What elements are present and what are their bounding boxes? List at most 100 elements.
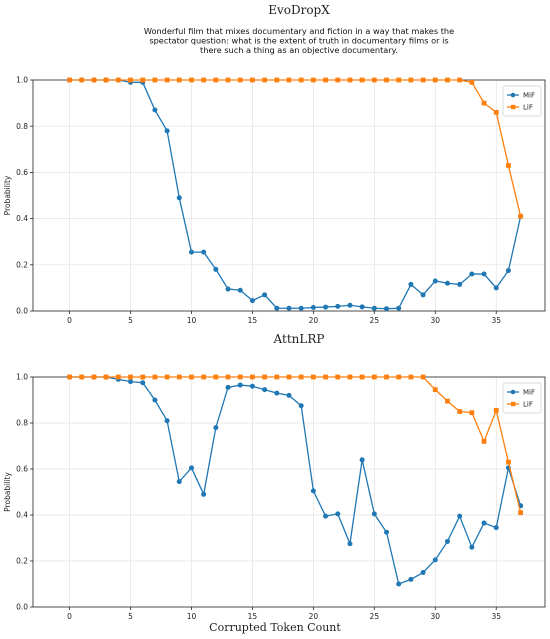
data-point-lif bbox=[152, 374, 158, 380]
data-point-lif bbox=[201, 77, 207, 83]
data-point-lif bbox=[432, 387, 438, 393]
data-point-lif bbox=[518, 510, 524, 516]
data-point-lif bbox=[432, 77, 438, 83]
data-point-lif bbox=[140, 77, 146, 83]
y-tick-label: 0.4 bbox=[16, 511, 28, 520]
data-point-lif bbox=[250, 77, 255, 83]
data-point-mif bbox=[359, 304, 365, 310]
data-point-lif bbox=[164, 77, 170, 83]
legend: MiF LiF bbox=[502, 85, 542, 117]
data-point-lif bbox=[384, 374, 389, 380]
y-axis-label: Probability bbox=[3, 472, 12, 512]
data-point-lif bbox=[493, 407, 499, 413]
data-point-lif bbox=[420, 374, 426, 380]
data-point-mif bbox=[188, 465, 194, 471]
data-point-lif bbox=[128, 374, 133, 380]
legend-label: MiF bbox=[523, 92, 535, 100]
data-point-lif bbox=[359, 77, 365, 83]
data-point-mif bbox=[225, 286, 231, 292]
data-point-lif bbox=[445, 398, 450, 404]
data-point-mif bbox=[347, 541, 353, 547]
x-tick-label: 15 bbox=[248, 612, 258, 621]
data-point-lif bbox=[262, 77, 268, 83]
data-point-lif bbox=[286, 77, 292, 83]
chart-panel-1: AttnLRP 0 5 10 15 20 25 30 35 0.0 0.2 0.4 0.6 0.8 1.0 P… bbox=[3, 332, 546, 621]
chart-subtitle: Wonderful film that mixes documentary an… bbox=[144, 26, 454, 55]
data-point-lif bbox=[103, 374, 109, 380]
x-tick-label: 5 bbox=[128, 316, 133, 325]
data-point-lif bbox=[250, 374, 255, 380]
data-point-mif bbox=[420, 570, 426, 575]
data-point-mif bbox=[262, 387, 268, 393]
data-point-lif bbox=[384, 77, 389, 83]
data-point-mif bbox=[286, 305, 292, 311]
data-point-mif bbox=[432, 557, 438, 563]
data-point-mif bbox=[481, 271, 487, 277]
data-point-mif bbox=[128, 379, 134, 385]
y-tick-label: 0.2 bbox=[16, 260, 28, 269]
data-point-lif bbox=[323, 77, 328, 83]
x-tick-label: 20 bbox=[309, 316, 319, 325]
data-point-mif bbox=[371, 305, 377, 311]
x-tick-label: 15 bbox=[248, 316, 258, 325]
data-point-lif bbox=[176, 77, 182, 83]
data-point-lif bbox=[274, 374, 280, 380]
data-point-mif bbox=[469, 544, 475, 550]
y-tick-label: 0.2 bbox=[16, 557, 28, 566]
y-tick-label: 0.4 bbox=[16, 214, 28, 223]
data-point-lif bbox=[518, 213, 524, 219]
data-point-lif bbox=[79, 77, 85, 83]
data-point-mif bbox=[505, 268, 511, 274]
data-point-mif bbox=[274, 305, 280, 311]
data-point-mif bbox=[176, 195, 182, 201]
data-point-mif bbox=[188, 249, 194, 255]
data-point-lif bbox=[79, 374, 85, 380]
data-point-mif bbox=[323, 513, 329, 519]
data-point-mif bbox=[493, 525, 499, 531]
data-point-mif bbox=[408, 281, 414, 287]
data-point-lif bbox=[91, 374, 97, 380]
data-point-mif bbox=[201, 249, 207, 255]
x-tick-label: 25 bbox=[370, 316, 380, 325]
data-point-lif bbox=[396, 374, 402, 380]
data-point-mif bbox=[359, 457, 365, 463]
data-point-lif bbox=[298, 77, 304, 83]
series-line-mif bbox=[69, 79, 522, 310]
data-point-mif bbox=[310, 305, 316, 311]
data-point-lif bbox=[469, 79, 475, 85]
legend-swatch-marker bbox=[510, 389, 516, 395]
legend-label: LiF bbox=[523, 401, 533, 409]
legend-swatch-marker bbox=[511, 104, 516, 110]
data-point-mif bbox=[371, 511, 377, 517]
data-point-lif bbox=[347, 77, 353, 83]
data-point-mif bbox=[469, 271, 475, 277]
data-point-lif bbox=[457, 77, 463, 83]
data-point-mif bbox=[323, 304, 329, 310]
data-point-lif bbox=[506, 163, 511, 168]
data-point-lif bbox=[189, 77, 194, 83]
data-point-lif bbox=[335, 374, 341, 380]
data-point-mif bbox=[249, 383, 255, 389]
chart-title: AttnLRP bbox=[273, 332, 325, 346]
data-point-mif bbox=[481, 520, 487, 526]
data-point-lif bbox=[91, 77, 97, 83]
data-point-mif bbox=[444, 280, 450, 286]
data-point-mif bbox=[396, 305, 402, 311]
data-point-lif bbox=[103, 77, 109, 83]
data-point-lif bbox=[347, 374, 353, 380]
x-tick-label: 35 bbox=[491, 316, 501, 325]
y-tick-label: 0.8 bbox=[16, 419, 28, 428]
plot-frame bbox=[32, 376, 546, 608]
y-tick-label: 0.0 bbox=[16, 603, 28, 612]
data-point-lif bbox=[201, 374, 207, 380]
y-tick-label: 0.6 bbox=[16, 465, 28, 474]
series-line-lif bbox=[69, 376, 522, 513]
data-point-lif bbox=[335, 77, 341, 83]
data-point-lif bbox=[152, 77, 158, 83]
data-point-lif bbox=[469, 410, 475, 416]
data-point-mif bbox=[347, 302, 353, 308]
data-point-lif bbox=[225, 77, 231, 83]
y-tick-label: 0.8 bbox=[16, 122, 28, 131]
data-point-mif bbox=[274, 390, 280, 396]
